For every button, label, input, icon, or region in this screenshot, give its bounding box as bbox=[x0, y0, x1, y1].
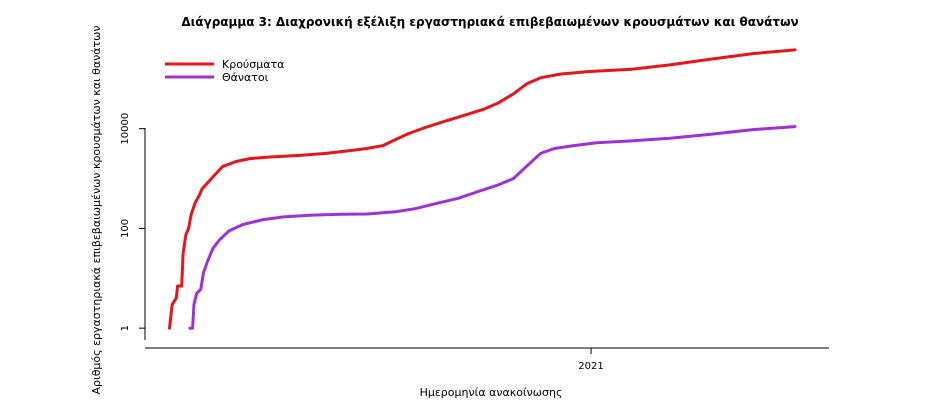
y-axis-ticks: 1 100 10000 bbox=[120, 113, 145, 331]
series-line-2 bbox=[188, 125, 797, 330]
x-tick-label: 2021 bbox=[578, 361, 603, 372]
x-axis-ticks: 2021 bbox=[578, 348, 604, 372]
y-tick-label: 1 bbox=[120, 325, 131, 331]
series-line-1 bbox=[168, 48, 797, 330]
x-axis-title: Ημερομηνία ανακοίνωσης bbox=[420, 386, 563, 399]
y-axis-title: Αριθμός εργαστηριακά επιβεβαιωμένων κρου… bbox=[90, 25, 103, 394]
legend-label-2: Θάνατοι bbox=[222, 71, 269, 84]
chart-title: Διάγραμμα 3: Διαχρονική εξέλιξη εργαστηρ… bbox=[181, 15, 798, 29]
legend-label-1: Κρούσματα bbox=[222, 58, 284, 71]
y-tick-label: 10000 bbox=[120, 113, 131, 145]
plot-area bbox=[168, 48, 797, 330]
y-tick-label: 100 bbox=[120, 219, 131, 238]
